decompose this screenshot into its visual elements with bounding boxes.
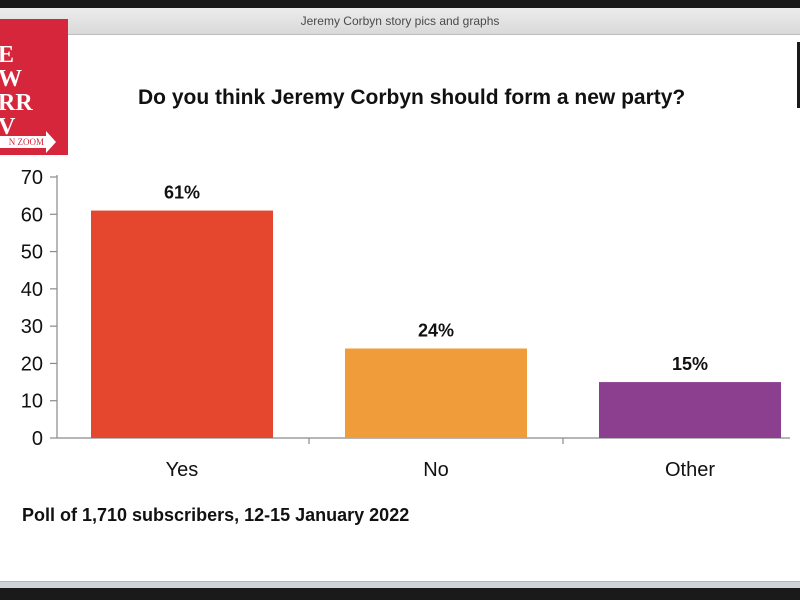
y-axis: 0 10 20 30 40 50 60 70 [21, 167, 58, 450]
y-tick-label: 70 [21, 167, 43, 189]
window-bottom-edge [0, 581, 800, 588]
x-category-label: Yes [166, 459, 199, 481]
arrow-icon [46, 131, 56, 153]
y-tick-label: 50 [21, 242, 43, 264]
bar-other [599, 382, 781, 438]
y-tick-label: 40 [21, 279, 43, 301]
logo-line-3: RR [0, 90, 33, 116]
x-category-label: Other [665, 459, 715, 481]
bars-group: 61% 24% 15% [91, 183, 781, 438]
x-category-label: No [423, 459, 449, 481]
y-tick-label: 10 [21, 391, 43, 413]
chart-title: Do you think Jeremy Corbyn should form a… [138, 86, 686, 109]
bar-yes [91, 210, 273, 438]
y-tick-label: 0 [32, 428, 43, 450]
logo-line-4: V [0, 114, 16, 140]
bar-value-label: 24% [418, 321, 454, 341]
x-axis: Yes No Other [57, 437, 790, 481]
y-tick-label: 60 [21, 204, 43, 226]
window-title: Jeremy Corbyn story pics and graphs [0, 8, 800, 35]
bar-value-label: 61% [164, 183, 200, 203]
bar-no [345, 348, 527, 438]
y-tick-label: 30 [21, 316, 43, 338]
bar-value-label: 15% [672, 354, 708, 374]
logo-line-2: W [0, 66, 22, 92]
poll-footnote: Poll of 1,710 subscribers, 12-15 January… [22, 505, 410, 525]
y-tick-label: 20 [21, 353, 43, 375]
logo-band: N ZOOM [0, 136, 46, 148]
window-edge [797, 42, 800, 108]
brand-logo[interactable]: E W RR V N ZOOM [0, 19, 68, 155]
logo-line-1: E [0, 42, 15, 68]
